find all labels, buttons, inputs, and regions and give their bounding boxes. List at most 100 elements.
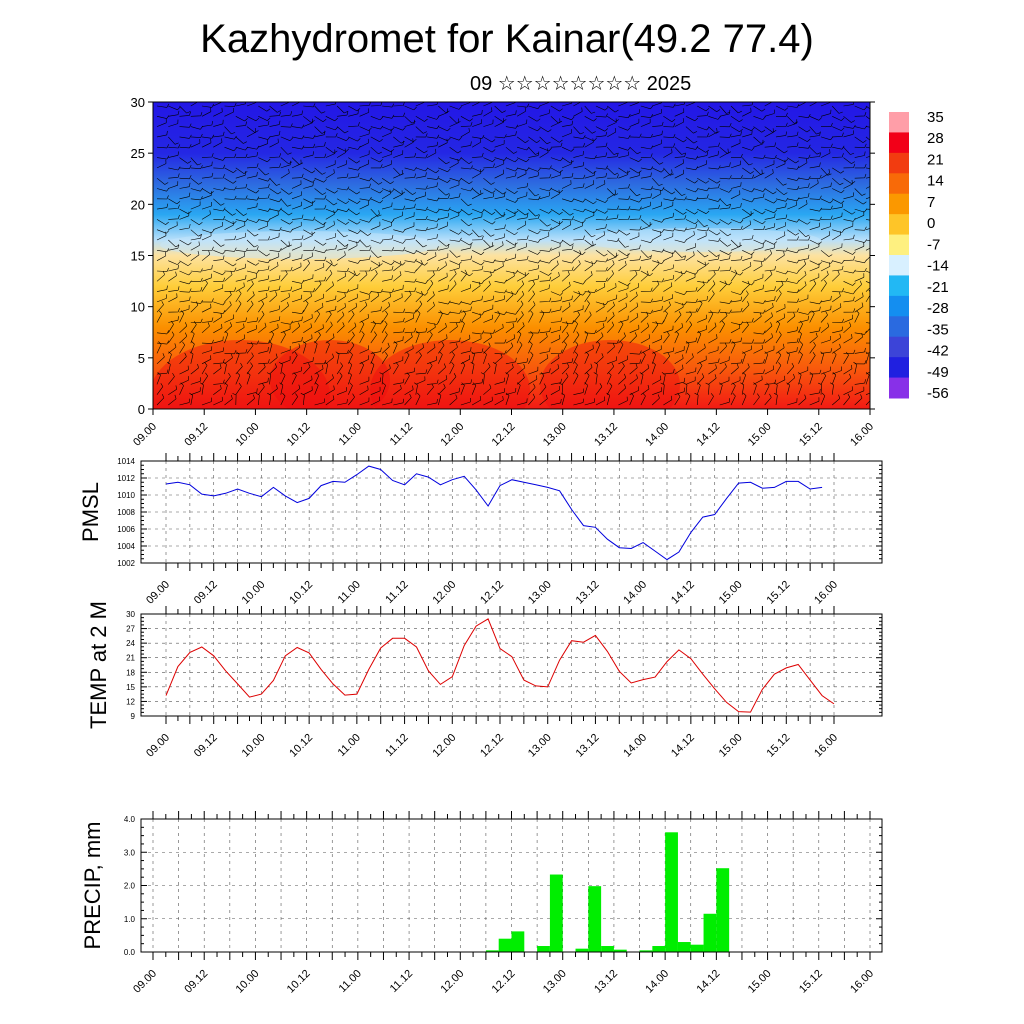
x-tick-label: 11.12 (383, 732, 410, 759)
x-tick-label: 11.00 (336, 579, 363, 606)
panel-frame (140, 613, 883, 717)
x-tick-label: 14.00 (621, 579, 649, 607)
y-tick-label: 0 (138, 402, 145, 417)
colorbar-segment (889, 295, 909, 317)
precip-bar (652, 946, 666, 952)
x-tick-label: 13.12 (592, 421, 620, 449)
colorbar-label: -42 (927, 343, 949, 360)
x-tick-label: 10.00 (240, 732, 268, 760)
x-tick-label: 15.00 (717, 579, 745, 607)
y-tick-label: 15 (126, 683, 135, 692)
y-tick-label: 1006 (117, 525, 135, 534)
colorbar-label: -49 (927, 364, 949, 381)
y-tick-label: 30 (131, 95, 145, 110)
x-tick-label: 09.12 (182, 968, 210, 996)
colorbar-segment (889, 173, 909, 195)
precip-bar (498, 938, 512, 952)
colorbar-segment (889, 275, 909, 297)
colorbar-segment (889, 214, 909, 236)
x-tick-label: 12.12 (490, 968, 518, 996)
x-tick-label: 10.12 (287, 732, 315, 760)
x-tick-label: 14.12 (669, 732, 697, 760)
x-tick-label: 12.12 (490, 421, 518, 449)
colorbar-segment (889, 377, 909, 399)
precip-bar (537, 946, 550, 952)
colorbar-label: -28 (927, 300, 949, 317)
panel-ylabel: PRECIP, mm (80, 822, 105, 950)
y-tick-label: 15 (131, 249, 145, 264)
x-tick-label: 15.00 (746, 421, 774, 449)
y-tick-label: 9 (131, 712, 136, 721)
x-tick-label: 13.12 (592, 968, 620, 996)
x-tick-label: 13.00 (526, 732, 554, 760)
precip-bar (511, 931, 525, 952)
colorbar-label: 14 (927, 173, 944, 190)
y-tick-label: 1.0 (124, 915, 136, 924)
colorbar-label: 28 (927, 130, 944, 147)
colorbar-label: -21 (927, 279, 949, 296)
x-tick-label: 12.12 (478, 732, 506, 760)
y-tick-label: 2.0 (124, 882, 136, 891)
x-tick-label: 16.00 (848, 968, 876, 996)
panel-grid (141, 461, 882, 563)
y-tick-label: 12 (126, 697, 135, 706)
x-tick-label: 13.00 (526, 579, 554, 607)
panel-grid (141, 614, 882, 716)
y-tick-label: 20 (131, 197, 145, 212)
x-tick-label: 10.12 (285, 421, 313, 449)
x-tick-label: 14.12 (669, 579, 697, 607)
x-tick-label: 14.12 (695, 421, 723, 449)
precip-bar (485, 950, 499, 952)
x-tick-label: 14.00 (621, 732, 649, 760)
y-tick-label: 25 (131, 146, 145, 161)
colorbar-segment (889, 132, 909, 154)
temperature-colorbar: 35 28 21 14 7 0 -7 -14 -21 -28 -35 -42 -49 -56 (889, 109, 949, 402)
x-tick-label: 15.12 (764, 732, 792, 760)
colorbar-segment (889, 193, 909, 215)
x-tick-label: 13.00 (541, 968, 569, 996)
x-tick-label: 09.12 (192, 732, 220, 760)
colorbar-label: -35 (927, 321, 949, 338)
y-tick-label: 5 (138, 351, 145, 366)
x-tick-label: 09.00 (144, 732, 172, 760)
x-tick-label: 15.00 (746, 968, 774, 996)
y-tick-label: 24 (126, 639, 135, 648)
precip-bar (639, 950, 653, 952)
x-tick-label: 12.00 (430, 732, 458, 760)
pmsl-panel: 1002 1004 1006 1008 1010 1012 1014 09.00 09.12 10… (78, 453, 883, 607)
x-tick-label: 15.12 (797, 421, 825, 449)
y-tick-label: 4.0 (124, 815, 136, 824)
colorbar-label: -14 (927, 258, 949, 275)
chart-title: Kazhydromet for Kainar(49.2 77.4) (200, 17, 814, 61)
y-tick-label: 3.0 (124, 848, 136, 857)
y-tick-label: 30 (126, 610, 135, 619)
x-tick-label: 12.00 (438, 968, 466, 996)
y-tick-label: 21 (126, 654, 135, 663)
x-tick-label: 09.00 (131, 421, 159, 449)
x-tick-label: 11.12 (383, 579, 410, 606)
y-tick-label: 0.0 (124, 948, 136, 957)
x-tick-label: 15.12 (764, 579, 792, 607)
y-tick-label: 1002 (117, 559, 135, 568)
x-tick-label: 10.00 (240, 579, 268, 607)
x-tick-label: 12.00 (438, 421, 466, 449)
y-tick-label: 1004 (117, 542, 135, 551)
x-tick-label: 13.12 (574, 732, 602, 760)
x-tick-label: 11.12 (388, 421, 415, 448)
colorbar-label: -7 (927, 236, 940, 253)
x-tick-label: 12.12 (478, 579, 506, 607)
colorbar-segment (889, 357, 909, 379)
x-tick-label: 16.00 (848, 421, 876, 449)
precip-panel: 0.0 1.0 2.0 3.0 4.0 09.00 09.12 10.00 10.12 11.00… (80, 811, 883, 996)
x-tick-label: 09.00 (144, 579, 172, 607)
y-tick-label: 1014 (117, 457, 135, 466)
y-tick-label: 27 (126, 625, 135, 634)
y-tick-label: 1012 (117, 474, 135, 483)
x-tick-label: 14.00 (643, 421, 671, 449)
panel-frame (140, 460, 883, 564)
precip-bar (613, 949, 627, 952)
y-tick-label: 1010 (117, 491, 135, 500)
colorbar-label: 21 (927, 151, 944, 168)
precip-bar (575, 948, 589, 952)
